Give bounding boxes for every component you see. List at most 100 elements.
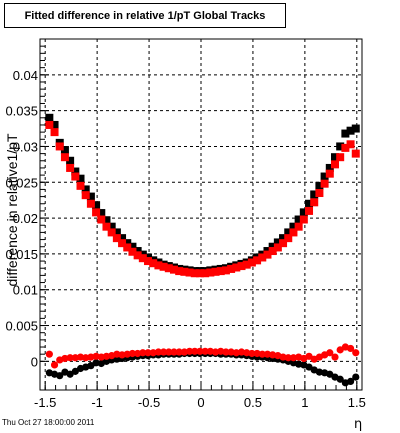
square-marker xyxy=(253,256,262,265)
circle-marker xyxy=(175,348,183,356)
square-marker xyxy=(92,201,101,210)
square-marker xyxy=(123,239,132,248)
square-marker xyxy=(330,160,339,169)
square-marker xyxy=(237,262,246,271)
y-tick-label: 0.005 xyxy=(5,319,38,334)
square-marker xyxy=(294,222,303,231)
square-marker xyxy=(112,234,121,243)
square-marker xyxy=(45,113,54,122)
square-marker xyxy=(185,268,194,277)
timestamp-footer: Thu Oct 27 18:00:00 2011 xyxy=(2,418,95,427)
square-marker xyxy=(123,243,132,252)
x-axis: -1.5 -1 -0.5 0 0.5 1 1.5 xyxy=(34,381,366,410)
square-marker xyxy=(71,172,80,181)
square-marker xyxy=(66,156,75,165)
square-marker xyxy=(86,199,95,208)
circle-marker xyxy=(336,375,344,383)
square-marker xyxy=(346,126,355,135)
square-marker xyxy=(258,253,267,262)
square-marker xyxy=(263,250,272,259)
square-marker xyxy=(279,239,288,248)
square-marker xyxy=(325,163,334,172)
square-marker xyxy=(175,267,184,276)
square-marker xyxy=(310,198,319,207)
square-marker xyxy=(305,206,314,215)
x-tick-label: -1 xyxy=(91,395,103,410)
square-marker xyxy=(133,247,142,256)
square-marker xyxy=(128,247,137,256)
y-tick-label: 0.015 xyxy=(5,247,38,262)
square-marker xyxy=(232,263,241,272)
square-marker xyxy=(107,222,116,231)
square-marker xyxy=(330,153,339,162)
square-marker xyxy=(289,228,298,237)
square-marker xyxy=(289,222,298,231)
square-marker xyxy=(112,228,121,237)
circle-marker xyxy=(66,354,74,362)
square-marker xyxy=(351,124,360,133)
square-marker xyxy=(315,181,324,190)
square-marker xyxy=(284,228,293,237)
square-marker xyxy=(71,167,80,176)
square-marker xyxy=(154,261,163,270)
square-marker xyxy=(164,264,173,273)
square-marker xyxy=(92,208,101,217)
square-marker xyxy=(336,153,345,162)
square-marker xyxy=(159,262,168,271)
square-marker xyxy=(320,179,329,188)
square-marker xyxy=(144,257,153,266)
x-tick-label: 0 xyxy=(197,395,204,410)
circle-marker xyxy=(128,349,137,358)
square-marker xyxy=(211,267,220,276)
chart-title: Fitted difference in relative 1/pT Globa… xyxy=(24,9,266,22)
circle-marker xyxy=(352,349,360,357)
circle-marker xyxy=(160,348,168,356)
circle-marker xyxy=(144,349,152,357)
square-marker xyxy=(81,185,90,194)
y-tick-label: 0.025 xyxy=(5,175,38,190)
square-marker xyxy=(149,259,158,268)
y-tick-label: 0.04 xyxy=(13,68,38,83)
circle-marker xyxy=(154,348,163,356)
circle-marker xyxy=(191,347,199,355)
square-marker xyxy=(279,234,288,243)
circle-marker xyxy=(326,349,334,357)
square-marker xyxy=(50,128,59,137)
square-marker xyxy=(346,140,355,149)
chart-title-box: Fitted difference in relative 1/pT Globa… xyxy=(4,3,286,28)
circle-marker xyxy=(170,348,178,356)
square-marker xyxy=(206,268,215,277)
square-marker xyxy=(118,239,127,248)
square-marker xyxy=(268,242,277,251)
circle-marker xyxy=(284,354,292,362)
square-marker xyxy=(273,243,282,252)
square-marker xyxy=(102,216,111,225)
y-tick-label: 0.035 xyxy=(5,104,38,119)
circle-marker xyxy=(185,347,194,355)
square-marker xyxy=(76,181,85,190)
square-marker xyxy=(180,267,189,276)
square-marker xyxy=(55,142,64,151)
square-marker xyxy=(351,149,360,158)
square-marker xyxy=(247,258,256,267)
circle-marker xyxy=(201,347,209,355)
y-tick-label: 0.03 xyxy=(13,139,38,154)
square-marker xyxy=(227,264,236,273)
square-marker xyxy=(60,146,69,155)
series-1 xyxy=(45,113,360,276)
square-marker xyxy=(242,260,251,269)
square-marker xyxy=(299,208,308,217)
y-tick-label: 0 xyxy=(31,354,38,369)
square-marker xyxy=(315,189,324,198)
square-marker xyxy=(268,247,277,256)
x-axis-label: η xyxy=(354,417,362,432)
grid-lines xyxy=(40,39,362,390)
square-marker xyxy=(107,228,116,237)
square-marker xyxy=(325,169,334,178)
square-marker xyxy=(133,251,142,260)
square-marker xyxy=(320,172,329,181)
circle-marker xyxy=(139,349,147,357)
circle-marker xyxy=(346,344,355,353)
square-marker xyxy=(341,143,350,152)
